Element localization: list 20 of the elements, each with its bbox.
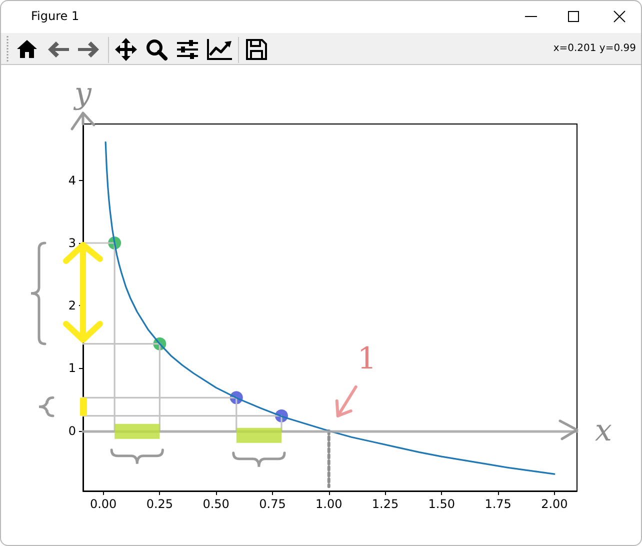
x-tick-label: 1.50 bbox=[428, 497, 456, 511]
y-tick-label: 3 bbox=[68, 236, 76, 250]
y-tick-label: 0 bbox=[68, 424, 76, 438]
x-tick-label: 0.25 bbox=[146, 497, 174, 511]
x-tick-label: 1.25 bbox=[372, 497, 399, 511]
x-tick-label: 2.00 bbox=[541, 497, 568, 511]
y-tick-label: 1 bbox=[68, 361, 76, 376]
x-tick-label: 0.75 bbox=[259, 497, 286, 511]
y-axis-title: y bbox=[72, 76, 93, 112]
y-tick-label: 2 bbox=[68, 298, 76, 313]
annotation: 1 bbox=[357, 341, 376, 376]
x-tick-label: 0.50 bbox=[202, 497, 230, 511]
x-tick-label: 0.00 bbox=[90, 497, 117, 511]
line-series bbox=[104, 141, 556, 475]
y-tick-label: 4 bbox=[68, 173, 76, 188]
text: x=0.201 y=0.99 bbox=[553, 43, 636, 54]
x-axis-title: x bbox=[595, 413, 612, 448]
x-tick-label: 1.00 bbox=[316, 497, 342, 511]
x-tick-label: 1.75 bbox=[484, 497, 512, 511]
chart-title: Figure 1 bbox=[31, 9, 80, 23]
